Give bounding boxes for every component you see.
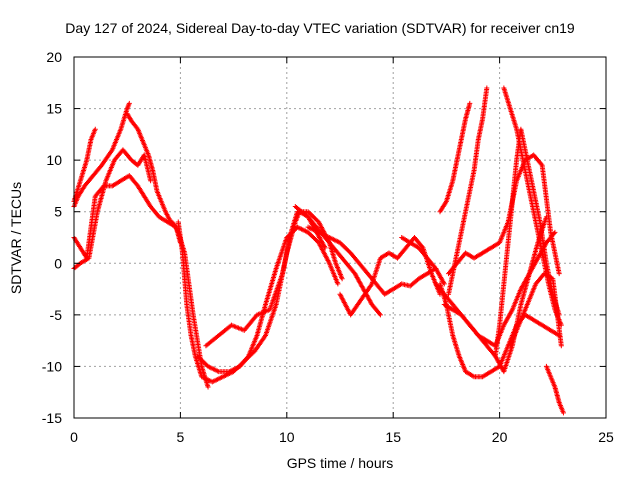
y-tick-label: 10 (46, 152, 62, 168)
series-track-9 (292, 204, 383, 318)
data-point (441, 281, 447, 287)
series-track-21 (507, 271, 564, 349)
x-axis-label: GPS time / hours (286, 455, 394, 471)
chart-title: Day 127 of 2024, Sidereal Day-to-day VTE… (65, 20, 575, 36)
data-point (552, 229, 558, 235)
data-point (205, 384, 211, 390)
series-track-2 (71, 100, 132, 210)
data-point (245, 354, 251, 360)
data-point (339, 276, 345, 282)
data-point (558, 343, 564, 349)
y-tick-label: -15 (42, 410, 62, 426)
x-tick-label: 10 (279, 429, 295, 445)
data-point (92, 126, 98, 132)
data-point (560, 410, 566, 416)
data-point (538, 161, 544, 167)
data-point (467, 100, 473, 106)
data-point (126, 100, 132, 106)
series-track-3 (124, 111, 211, 390)
y-tick-label: 20 (46, 49, 62, 65)
x-tick-label: 15 (385, 429, 401, 445)
y-tick-label: -10 (42, 358, 62, 374)
data-point (419, 244, 425, 250)
series-track-22 (543, 363, 566, 416)
series-track-11 (337, 235, 443, 318)
x-tick-label: 0 (70, 429, 78, 445)
data-point (484, 85, 490, 91)
series-track-13 (437, 100, 473, 215)
series-track-8 (203, 209, 345, 349)
y-axis-label: SDTVAR / TECUs (8, 181, 24, 295)
y-tick-label: 0 (54, 255, 62, 271)
series-track-10 (305, 224, 439, 297)
plot-border (73, 56, 607, 419)
data-point (377, 312, 383, 318)
data-point (376, 311, 382, 317)
series-track-1 (71, 126, 98, 204)
data-layer (71, 85, 566, 416)
y-tick-label: 15 (46, 101, 62, 117)
data-point (100, 184, 106, 190)
y-tick-label: -5 (50, 307, 63, 323)
data-point (556, 271, 562, 277)
x-tick-label: 25 (598, 429, 614, 445)
series-track-12 (399, 235, 447, 287)
x-tick-label: 5 (177, 429, 185, 445)
data-point (148, 178, 154, 184)
series-track-7 (194, 224, 341, 375)
tick-layer: 0 5 10 15 20 25 -15 -10 -5 0 5 10 15 20 (42, 49, 614, 445)
grid-layer (74, 57, 606, 418)
y-tick-label: 5 (54, 204, 62, 220)
x-tick-label: 20 (492, 429, 508, 445)
data-point (335, 281, 341, 287)
